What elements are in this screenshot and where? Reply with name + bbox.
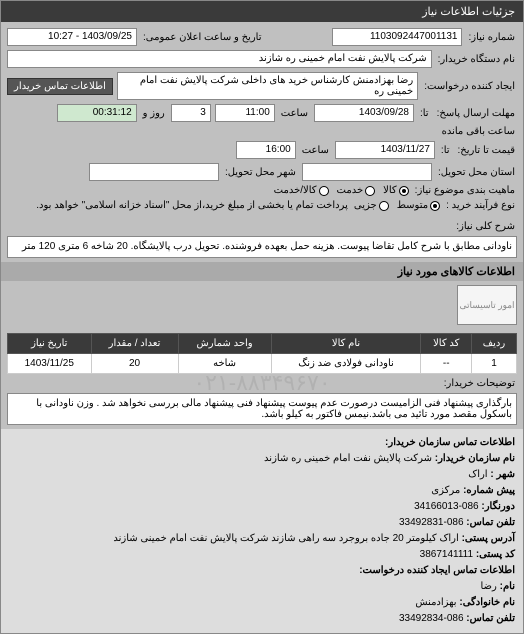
quote-valid-label: تا: <box>439 145 452 156</box>
paynote-text: پرداخت تمام یا بخشی از مبلغ خرید،از محل … <box>7 200 350 211</box>
col-code: کد کالا <box>421 334 472 354</box>
buyer-contact-button[interactable]: اطلاعات تماس خریدار <box>7 78 113 95</box>
col-qty: تعداد / مقدار <box>91 334 178 354</box>
contact-city-label: شهر : <box>490 469 515 480</box>
street-field <box>302 163 432 181</box>
contact-org: شرکت پالایش نفت امام خمینی ره شازند <box>264 453 432 464</box>
contact-name-label: نام: <box>500 581 515 592</box>
col-idx: ردیف <box>472 334 517 354</box>
street-label: استان محل تحویل: <box>436 167 517 178</box>
radio-icon <box>399 186 409 196</box>
gendesc-label: شرح کلی نیاز: <box>454 221 517 232</box>
col-date: تاریخ نیاز <box>8 334 92 354</box>
remain-time-field: 00:31:12 <box>57 104 137 122</box>
nature-opt-0[interactable]: کالا <box>383 185 409 196</box>
quote-valid-date-field: 1403/11/27 <box>335 141 435 159</box>
requester-label: ایجاد کننده درخواست: <box>422 81 517 92</box>
req-contact-title: اطلاعات تماس ایجاد کننده درخواست: <box>359 565 515 576</box>
nature-label: ماهیت بندی موضوع نیاز: <box>413 185 517 196</box>
deadline-time-field: 11:00 <box>215 104 275 122</box>
radio-icon <box>365 186 375 196</box>
nature-radio-group: کالا خدمت کالا/خدمت <box>274 185 409 196</box>
col-name: نام کالا <box>271 334 421 354</box>
city-field <box>89 163 219 181</box>
col-unit: واحد شمارش <box>178 334 271 354</box>
items-section-header: اطلاعات کالاهای مورد نیاز <box>1 262 523 281</box>
req-no-field: 1103092447001131 <box>332 28 462 46</box>
cell-code: -- <box>421 354 472 374</box>
radio-icon <box>430 201 440 211</box>
contact-org-label: نام سازمان خریدار: <box>435 453 515 464</box>
cell-date: 1403/11/25 <box>8 354 92 374</box>
contact-pref: مرکزی <box>431 485 460 496</box>
contact-city: اراک <box>468 469 487 480</box>
radio-icon <box>379 201 389 211</box>
contact-lname-label: نام خانوادگی: <box>459 597 515 608</box>
contact-tel-label: تلفن تماس: <box>466 517 515 528</box>
paytype-opt-0[interactable]: متوسط <box>397 200 440 211</box>
contact-tel2: 086-33492834 <box>399 613 464 624</box>
watermark-region: ردیف کد کالا نام کالا واحد شمارش تعداد /… <box>1 333 523 425</box>
radio-icon <box>319 186 329 196</box>
cell-name: ناودانی فولادی ضد زنگ <box>271 354 421 374</box>
remain-label: ساعت باقی مانده <box>440 126 517 137</box>
cell-unit: شاخه <box>178 354 271 374</box>
deadline-date-field: 1403/09/28 <box>314 104 414 122</box>
nature-opt-1[interactable]: خدمت <box>337 185 376 196</box>
contact-addr-label: آدرس پستی: <box>462 533 515 544</box>
paytype-opt-1[interactable]: جزیی <box>354 200 389 211</box>
contact-pref-label: پیش شماره: <box>463 485 515 496</box>
contact-fax: 086-34166013 <box>414 501 479 512</box>
buyer-org-label: نام دستگاه خریدار: <box>436 54 517 65</box>
buyernote-label: توضیحات خریدار: <box>442 378 517 389</box>
quote-valid-time-label: ساعت <box>300 145 331 156</box>
items-table: ردیف کد کالا نام کالا واحد شمارش تعداد /… <box>7 333 517 374</box>
deadline-time-label: ساعت <box>279 108 310 119</box>
contact-title: اطلاعات تماس سازمان خریدار: <box>385 437 515 448</box>
gendesc-field: ناودانی مطابق با شرح کامل تقاضا پیوست. ه… <box>7 236 517 258</box>
nature-opt-2[interactable]: کالا/خدمت <box>274 185 329 196</box>
panel-title: جزئیات اطلاعات نیاز <box>422 6 515 18</box>
deadline-send-label: مهلت ارسال پاسخ: <box>435 108 517 119</box>
city-label: شهر محل تحویل: <box>223 167 298 178</box>
table-row[interactable]: 1 -- ناودانی فولادی ضد زنگ شاخه 20 1403/… <box>8 354 517 374</box>
contact-name: رضا <box>480 581 496 592</box>
buyer-org-field: شرکت پالایش نفت امام خمینی ره شازند <box>7 50 432 68</box>
contact-tel2-label: تلفن تماس: <box>466 613 515 624</box>
panel-header: جزئیات اطلاعات نیاز <box>1 1 523 22</box>
cell-qty: 20 <box>91 354 178 374</box>
deadline-label: تا: <box>418 108 431 119</box>
remain-days-label: روز و <box>141 108 167 119</box>
paytype-label: نوع فرآیند خرید : <box>444 200 517 211</box>
contact-addr: اراک کیلومتر 20 جاده بروجرد سه راهی شازن… <box>113 533 458 544</box>
contact-lname: بهزادمنش <box>415 597 456 608</box>
contact-zip: 3867141111 <box>420 549 473 560</box>
req-no-label: شماره نیاز: <box>466 32 517 43</box>
remain-days-field: 3 <box>171 104 211 122</box>
paytype-radio-group: متوسط جزیی <box>354 200 440 211</box>
buyernote-field: بارگذاری پیشنهاد فنی الزامیست درصورت عدم… <box>7 393 517 425</box>
item-image-placeholder: امور تاسیساتی <box>457 285 517 325</box>
requester-field: رضا بهزادمنش کارشناس خرید های داخلی شرکت… <box>117 72 418 100</box>
contact-zip-label: کد پستی: <box>476 549 515 560</box>
cell-idx: 1 <box>472 354 517 374</box>
pubdate-field: 1403/09/25 - 10:27 <box>7 28 137 46</box>
quote-valid-label-pre: قیمت تا تاریخ: <box>456 145 517 156</box>
pubdate-label: تاریخ و ساعت اعلان عمومی: <box>141 32 264 43</box>
contact-section: اطلاعات تماس سازمان خریدار: نام سازمان خ… <box>1 429 523 633</box>
contact-tel: 086-33492831 <box>399 517 464 528</box>
contact-fax-label: دورنگار: <box>481 501 515 512</box>
quote-valid-time-field: 16:00 <box>236 141 296 159</box>
